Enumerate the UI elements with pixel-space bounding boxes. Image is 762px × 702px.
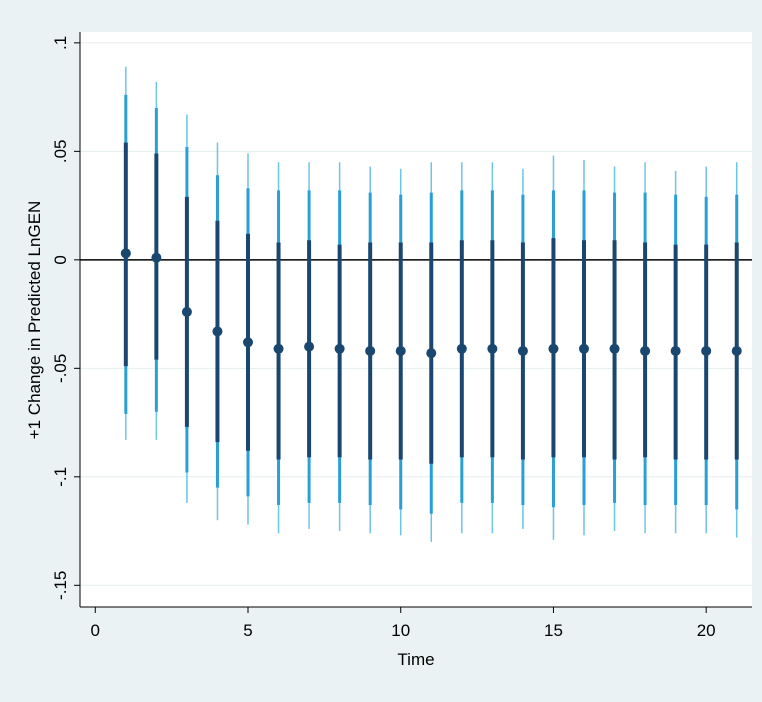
y-tick-label: 0 [51, 255, 70, 264]
point-estimate [579, 343, 589, 354]
x-tick-label: 0 [91, 621, 100, 640]
point-estimate [548, 343, 559, 354]
x-tick-label: 15 [544, 621, 563, 640]
point-estimate [304, 341, 315, 352]
y-tick-label: .05 [51, 140, 70, 164]
point-estimate [426, 348, 437, 359]
point-estimate [670, 345, 681, 356]
x-axis-title: Time [397, 650, 434, 669]
point-estimate [120, 248, 131, 259]
gridlines [80, 42, 752, 586]
point-estimate [212, 326, 223, 337]
y-ticks: -.15 -.1 -.05 0 .05 .1 [51, 36, 80, 600]
point-estimate [731, 345, 742, 356]
point-estimate [395, 345, 406, 356]
y-tick-label: -.05 [51, 354, 70, 383]
point-estimate [487, 343, 498, 354]
x-tick-label: 20 [697, 621, 716, 640]
point-estimate [365, 345, 376, 356]
point-estimate [273, 343, 284, 354]
y-tick-label: -.15 [51, 571, 70, 600]
y-tick-label: -.1 [51, 467, 70, 487]
point-estimate [243, 337, 253, 348]
x-tick-label: 10 [391, 621, 410, 640]
point-estimate [456, 343, 467, 354]
point-estimate [517, 345, 528, 356]
plot-area [80, 32, 752, 607]
point-estimate [334, 343, 345, 354]
point-estimates [120, 248, 742, 359]
point-estimate [640, 345, 651, 356]
x-ticks: 0 5 10 15 20 [91, 607, 716, 640]
y-axis-title: +1 Change in Predicted LnGEN [25, 201, 44, 440]
x-tick-label: 5 [243, 621, 252, 640]
y-tick-label: .1 [51, 36, 70, 50]
point-estimate [151, 252, 162, 263]
axes [79, 32, 752, 608]
point-estimate [701, 345, 712, 356]
point-estimate [181, 306, 192, 317]
point-estimate [609, 343, 620, 354]
